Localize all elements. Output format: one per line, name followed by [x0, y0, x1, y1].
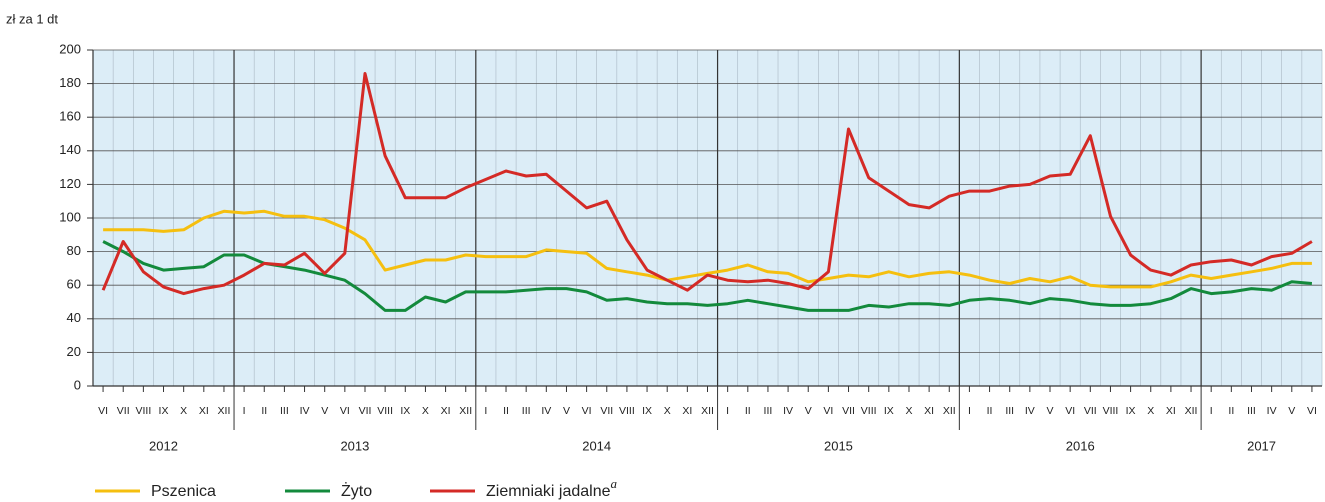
- x-tick-label: III: [280, 405, 289, 417]
- y-tick-label: 100: [59, 209, 81, 224]
- y-tick-label: 20: [67, 344, 81, 359]
- x-tick-label: IV: [1025, 405, 1035, 417]
- x-tick-label: IX: [400, 405, 410, 417]
- legend-name: Pszenica: [151, 483, 216, 500]
- x-tick-label: V: [321, 405, 328, 417]
- legend-name: Ziemniaki jadalne: [486, 483, 611, 500]
- x-tick-label: IX: [642, 405, 652, 417]
- y-tick-label: 40: [67, 310, 81, 325]
- x-tick-label: VII: [600, 405, 613, 417]
- x-tick-label: IV: [541, 405, 551, 417]
- x-tick-label: VI: [1307, 405, 1317, 417]
- x-tick-label: IV: [300, 405, 310, 417]
- year-label: 2013: [340, 438, 369, 453]
- x-tick-label: VII: [117, 405, 130, 417]
- x-tick-label: III: [1247, 405, 1256, 417]
- x-tick-label: XI: [199, 405, 209, 417]
- x-tick-label: III: [1005, 405, 1014, 417]
- year-label: 2012: [149, 438, 178, 453]
- x-tick-label: V: [1047, 405, 1054, 417]
- legend-label: Pszenica: [151, 483, 216, 500]
- x-tick-label: VII: [842, 405, 855, 417]
- x-tick-label: X: [1147, 405, 1154, 417]
- y-tick-label: 0: [74, 377, 81, 392]
- x-tick-label: VI: [823, 405, 833, 417]
- y-axis-label: zł za 1 dt: [6, 11, 58, 26]
- x-tick-label: IX: [159, 405, 169, 417]
- y-tick-label: 160: [59, 109, 81, 124]
- legend-note: a: [611, 476, 618, 491]
- series-line: [103, 209, 1312, 289]
- x-tick-label: I: [1210, 405, 1213, 417]
- x-tick-label: VI: [582, 405, 592, 417]
- x-tick-label: VIII: [1103, 405, 1119, 417]
- x-tick-label: IV: [783, 405, 793, 417]
- series-line: [101, 72, 1313, 296]
- y-tick-label: 200: [59, 41, 81, 56]
- x-tick-label: VI: [1065, 405, 1075, 417]
- x-tick-label: II: [503, 405, 509, 417]
- x-tick-label: VIII: [619, 405, 635, 417]
- x-tick-label: IV: [1267, 405, 1277, 417]
- x-tick-label: X: [180, 405, 187, 417]
- year-label: 2016: [1066, 438, 1095, 453]
- series-line: [102, 240, 1313, 312]
- x-tick-label: VI: [98, 405, 108, 417]
- y-tick-label: 120: [59, 176, 81, 191]
- x-tick-label: II: [987, 405, 993, 417]
- x-tick-label: I: [484, 405, 487, 417]
- x-tick-label: XII: [1185, 405, 1198, 417]
- y-tick-label: 80: [67, 243, 81, 258]
- x-tick-label: I: [726, 405, 729, 417]
- legend-label: Ziemniaki jadalnea: [486, 476, 618, 500]
- x-tick-label: I: [243, 405, 246, 417]
- x-tick-label: VI: [340, 405, 350, 417]
- x-tick-label: XI: [682, 405, 692, 417]
- x-tick-label: I: [968, 405, 971, 417]
- x-tick-label: XI: [441, 405, 451, 417]
- year-label: 2014: [582, 438, 611, 453]
- x-tick-label: XII: [459, 405, 472, 417]
- x-tick-label: X: [422, 405, 429, 417]
- x-tick-label: XII: [218, 405, 231, 417]
- x-tick-label: V: [563, 405, 570, 417]
- x-tick-label: III: [764, 405, 773, 417]
- x-tick-label: IX: [1126, 405, 1136, 417]
- x-tick-label: XII: [943, 405, 956, 417]
- x-tick-label: VIII: [861, 405, 877, 417]
- x-tick-label: III: [522, 405, 531, 417]
- year-label: 2017: [1247, 438, 1276, 453]
- x-tick-label: IX: [884, 405, 894, 417]
- legend-name: Żyto: [341, 481, 372, 500]
- year-label: 2015: [824, 438, 853, 453]
- x-tick-label: II: [261, 405, 267, 417]
- x-tick-label: XII: [701, 405, 714, 417]
- x-tick-label: VII: [359, 405, 372, 417]
- x-tick-label: XI: [1166, 405, 1176, 417]
- y-tick-label: 60: [67, 277, 81, 292]
- y-tick-label: 140: [59, 142, 81, 157]
- x-tick-label: X: [905, 405, 912, 417]
- x-tick-label: VII: [1084, 405, 1097, 417]
- x-tick-label: V: [1288, 405, 1295, 417]
- x-tick-label: II: [1228, 405, 1234, 417]
- x-tick-label: XI: [924, 405, 934, 417]
- legend-label: Żyto: [341, 481, 372, 500]
- x-tick-label: II: [745, 405, 751, 417]
- x-tick-label: VIII: [135, 405, 151, 417]
- y-tick-label: 180: [59, 75, 81, 90]
- x-tick-label: VIII: [377, 405, 393, 417]
- x-tick-label: X: [664, 405, 671, 417]
- x-tick-label: V: [805, 405, 812, 417]
